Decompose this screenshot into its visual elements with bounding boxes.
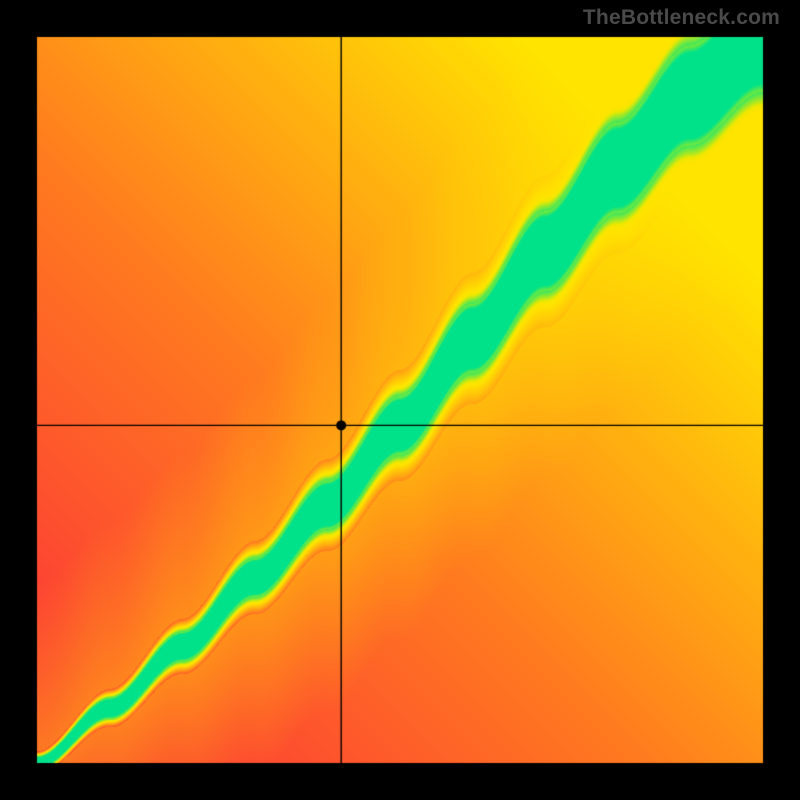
watermark-text: TheBottleneck.com [583, 6, 780, 30]
chart-container: TheBottleneck.com [0, 0, 800, 800]
bottleneck-heatmap-canvas [0, 0, 800, 800]
